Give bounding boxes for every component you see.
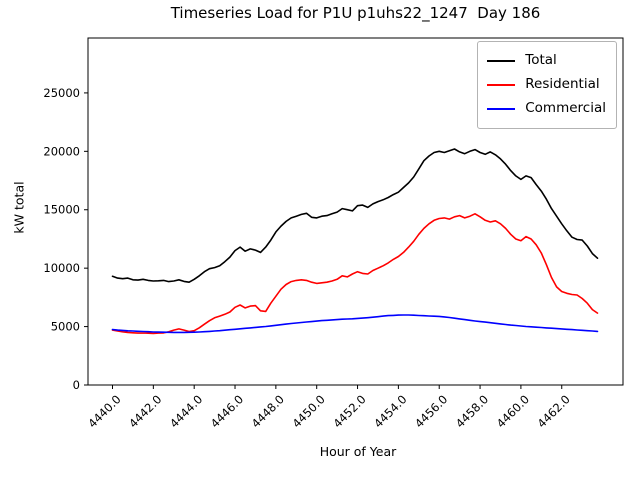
x-axis-label: Hour of Year	[319, 444, 397, 459]
x-tick-label: 4460.0	[494, 392, 532, 430]
legend-label: Total	[525, 52, 557, 69]
x-tick-label: 4448.0	[249, 392, 287, 430]
y-tick-label: 20000	[43, 144, 80, 158]
x-tick-label: 4452.0	[330, 392, 368, 430]
x-tick-label: 4458.0	[453, 392, 491, 430]
x-tick-label: 4440.0	[85, 392, 123, 430]
x-tick-label: 4462.0	[535, 392, 573, 430]
legend-item-residential: Residential	[487, 73, 606, 97]
y-tick-label: 15000	[43, 203, 80, 217]
series-line-commercial	[111, 314, 599, 334]
y-tick-label: 10000	[43, 261, 80, 275]
x-tick-label: 4454.0	[371, 392, 409, 430]
legend-label: Residential	[525, 76, 600, 93]
y-tick-label: 0	[73, 378, 80, 392]
legend-label: Commercial	[525, 100, 606, 117]
legend-line-swatch	[487, 108, 516, 110]
x-tick-label: 4456.0	[412, 392, 450, 430]
legend-line-swatch	[487, 84, 516, 86]
legend: Total Residential Commercial	[477, 41, 617, 129]
legend-item-commercial: Commercial	[487, 97, 606, 121]
chart-title: Timeseries Load for P1U p1uhs22_1247 Day…	[170, 4, 541, 22]
legend-line-swatch	[487, 60, 516, 62]
series-line-residential	[111, 213, 599, 335]
y-tick-label: 25000	[43, 86, 80, 100]
series-line-total	[111, 148, 599, 284]
x-tick-label: 4442.0	[126, 392, 164, 430]
legend-item-total: Total	[487, 49, 606, 73]
y-tick-label: 5000	[51, 320, 80, 334]
x-tick-label: 4444.0	[167, 392, 205, 430]
x-tick-label: 4450.0	[289, 392, 327, 430]
x-tick-label: 4446.0	[208, 392, 246, 430]
